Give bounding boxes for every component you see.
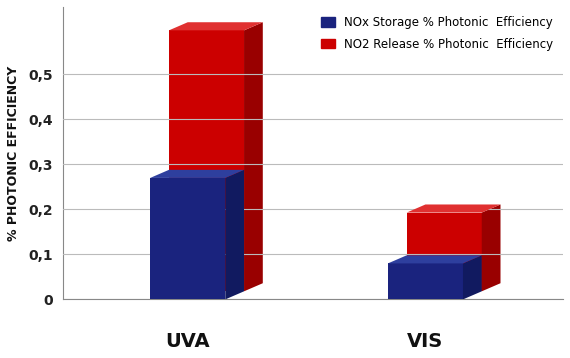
Polygon shape bbox=[169, 30, 244, 291]
Polygon shape bbox=[150, 170, 244, 178]
Polygon shape bbox=[225, 170, 244, 299]
Polygon shape bbox=[406, 213, 482, 291]
Polygon shape bbox=[406, 204, 500, 213]
Y-axis label: % PHOTONIC EFFICIENCY: % PHOTONIC EFFICIENCY bbox=[7, 66, 20, 241]
Polygon shape bbox=[169, 22, 263, 30]
Polygon shape bbox=[150, 178, 225, 299]
Polygon shape bbox=[463, 255, 482, 299]
Legend: NOx Storage % Photonic  Efficiency, NO2 Release % Photonic  Efficiency: NOx Storage % Photonic Efficiency, NO2 R… bbox=[317, 13, 557, 54]
Polygon shape bbox=[388, 255, 482, 263]
Polygon shape bbox=[482, 204, 500, 291]
Polygon shape bbox=[388, 263, 463, 299]
Polygon shape bbox=[244, 22, 263, 291]
